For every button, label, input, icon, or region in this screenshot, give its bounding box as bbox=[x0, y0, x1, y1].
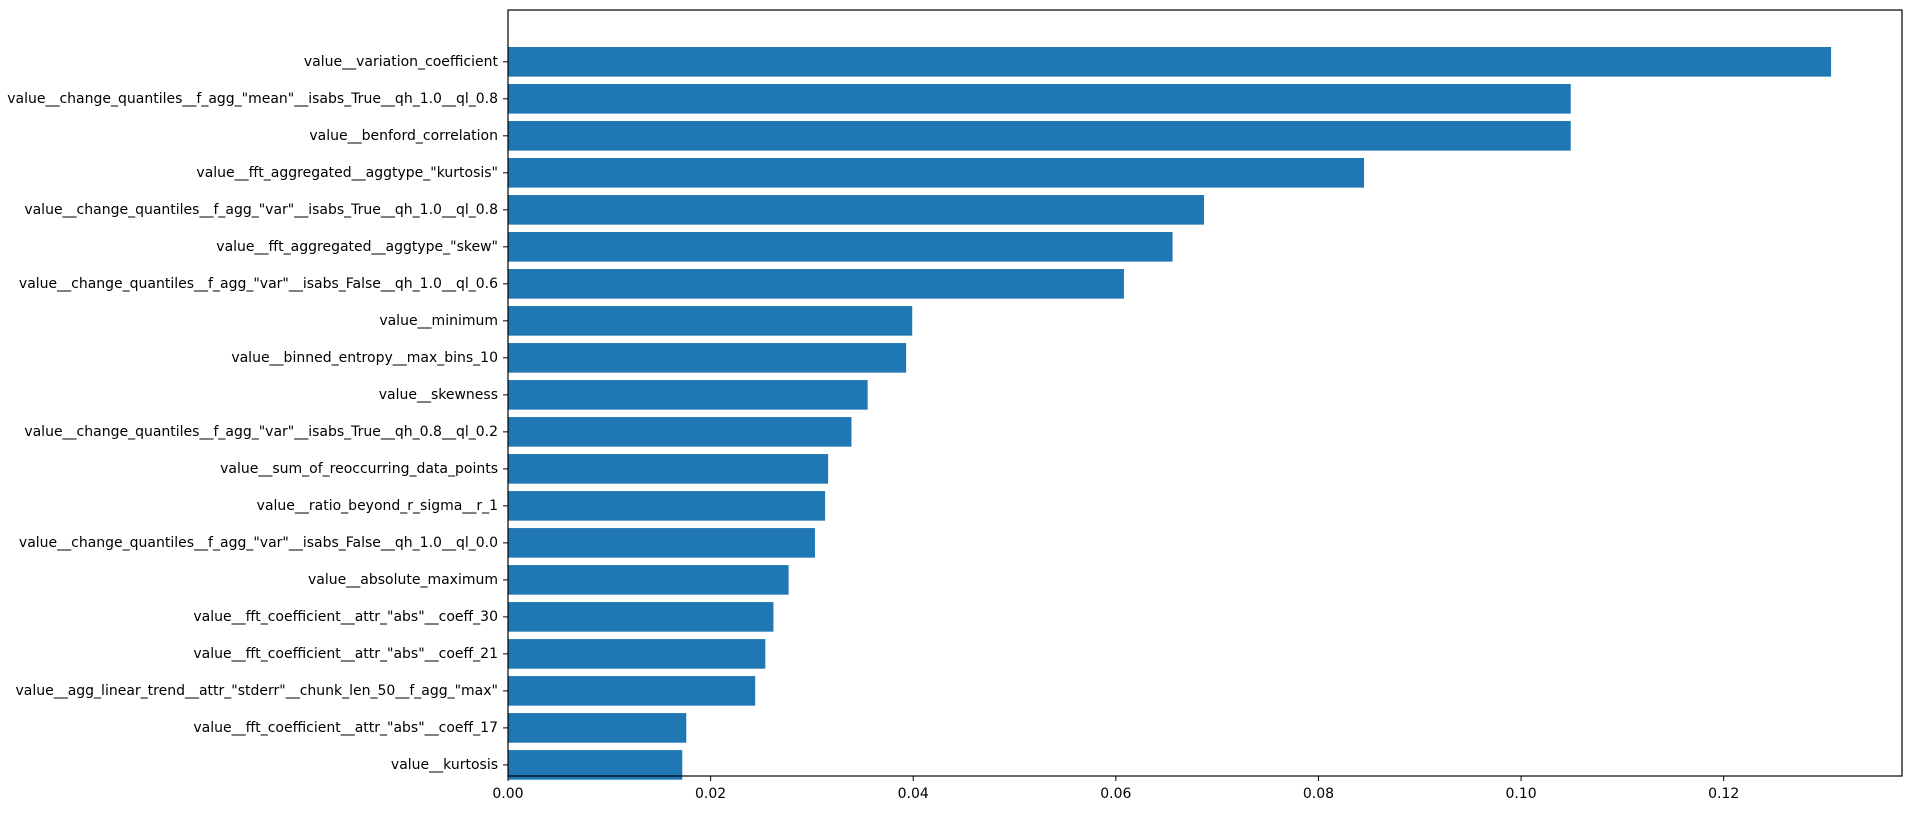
bars-group bbox=[508, 47, 1832, 780]
bar bbox=[508, 343, 907, 373]
bar bbox=[508, 750, 683, 780]
bar bbox=[508, 713, 687, 743]
bar bbox=[508, 491, 826, 521]
y-tick-label: value__sum_of_reoccurring_data_points bbox=[220, 461, 498, 477]
y-tick-label: value__ratio_beyond_r_sigma__r_1 bbox=[257, 498, 498, 514]
y-tick-label: value__fft_coefficient__attr_"abs"__coef… bbox=[193, 646, 498, 662]
y-tick-label: value__change_quantiles__f_agg_"var"__is… bbox=[24, 202, 498, 218]
y-tick-label: value__variation_coefficient bbox=[304, 54, 499, 70]
x-tick-label: 0.10 bbox=[1505, 786, 1536, 802]
y-axis-ticks: value__variation_coefficient value__chang… bbox=[7, 54, 508, 773]
bar bbox=[508, 602, 774, 632]
bar bbox=[508, 121, 1571, 151]
bar bbox=[508, 84, 1571, 114]
y-tick-label: value__change_quantiles__f_agg_"mean"__i… bbox=[7, 91, 498, 107]
x-axis-ticks: 0.00 0.02 0.04 0.06 0.08 0.10 0.12 bbox=[492, 776, 1739, 802]
y-tick-label: value__fft_aggregated__aggtype_"skew" bbox=[216, 239, 498, 255]
y-tick-label: value__minimum bbox=[379, 313, 498, 329]
bar bbox=[508, 676, 756, 706]
x-tick-label: 0.08 bbox=[1303, 786, 1334, 802]
y-tick-label: value__absolute_maximum bbox=[308, 572, 498, 588]
y-tick-label: value__change_quantiles__f_agg_"var"__is… bbox=[19, 535, 498, 551]
y-tick-label: value__fft_coefficient__attr_"abs"__coef… bbox=[193, 720, 498, 736]
x-tick-label: 0.12 bbox=[1708, 786, 1739, 802]
bar bbox=[508, 306, 913, 336]
y-tick-label: value__change_quantiles__f_agg_"var"__is… bbox=[24, 424, 498, 440]
bar bbox=[508, 195, 1204, 225]
bar bbox=[508, 417, 852, 447]
bar bbox=[508, 158, 1365, 188]
bar bbox=[508, 454, 829, 484]
bar bbox=[508, 528, 815, 558]
x-tick-label: 0.00 bbox=[492, 786, 523, 802]
y-tick-label: value__fft_aggregated__aggtype_"kurtosis… bbox=[196, 165, 498, 181]
bar bbox=[508, 639, 766, 669]
axes-frame bbox=[507, 9, 1903, 777]
y-tick-label: value__agg_linear_trend__attr_"stderr"__… bbox=[15, 683, 498, 699]
y-tick-label: value__fft_coefficient__attr_"abs"__coef… bbox=[193, 609, 498, 625]
bar bbox=[508, 380, 868, 410]
x-tick-label: 0.02 bbox=[695, 786, 726, 802]
x-tick-label: 0.06 bbox=[1100, 786, 1131, 802]
bar bbox=[508, 232, 1173, 262]
y-tick-label: value__skewness bbox=[379, 387, 498, 403]
y-tick-label: value__benford_correlation bbox=[309, 128, 498, 144]
x-tick-label: 0.04 bbox=[898, 786, 929, 802]
bar bbox=[508, 47, 1832, 77]
y-tick-label: value__binned_entropy__max_bins_10 bbox=[231, 350, 498, 366]
bar bbox=[508, 565, 789, 595]
bar bbox=[508, 269, 1124, 299]
y-tick-label: value__kurtosis bbox=[391, 757, 498, 773]
y-tick-label: value__change_quantiles__f_agg_"var"__is… bbox=[19, 276, 498, 292]
